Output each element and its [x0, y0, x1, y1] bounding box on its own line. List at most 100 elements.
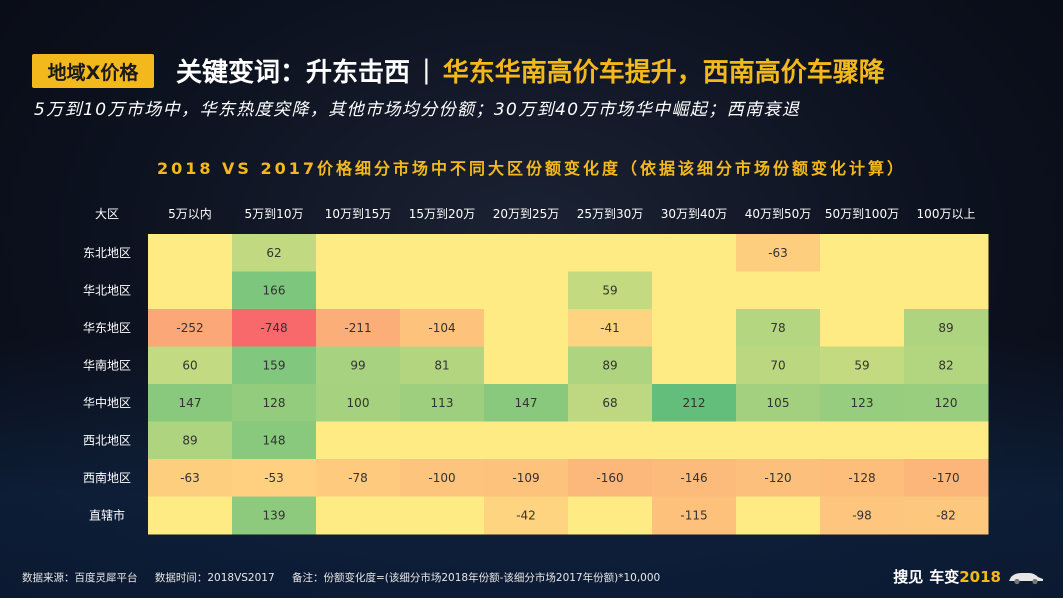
heatmap-cell [484, 234, 569, 272]
brand-logo: 搜见 车变 2018 [893, 566, 1045, 587]
heatmap-cell [148, 234, 233, 272]
cell-value-label: -252 [176, 321, 203, 335]
heatmap-cell [736, 496, 821, 535]
heatmap-cell [316, 421, 401, 460]
heatmap-cell [232, 496, 317, 535]
summary-text: 5万到10万市场中，华东热度突降，其他市场均分份额；30万到40万市场华中崛起；… [34, 100, 801, 120]
cell-value-label: 105 [767, 396, 790, 410]
cell-value-label: 78 [770, 321, 785, 335]
heatmap-cell [400, 384, 485, 422]
row-label: 西南地区 [83, 470, 131, 485]
cell-value-label: 113 [431, 396, 454, 410]
heatmap-cell [484, 309, 569, 347]
heatmap-cell [736, 309, 821, 347]
row-label: 华东地区 [83, 321, 131, 335]
heatmap-cell [652, 309, 737, 347]
heatmap-cell [484, 459, 569, 497]
heatmap-cell [736, 271, 821, 310]
heatmap-cell [736, 346, 821, 385]
heatmap-cell [652, 496, 737, 535]
heatmap-cell [904, 234, 989, 272]
heatmap-cell [904, 421, 989, 460]
heatmap-cell [820, 459, 905, 497]
heatmap-cell [400, 421, 485, 460]
cell-value-label: 60 [182, 358, 197, 372]
heatmap-cell [736, 384, 821, 422]
heatmap-cell [904, 496, 989, 535]
heatmap-cell [232, 459, 317, 497]
heatmap-cell [400, 459, 485, 497]
cell-value-label: -109 [512, 471, 539, 485]
heatmap-cell [568, 309, 653, 347]
heatmap-cell [652, 459, 737, 497]
heatmap-cell [316, 346, 401, 385]
row-label: 东北地区 [83, 246, 131, 260]
cell-value-label: 89 [182, 433, 197, 447]
heatmap-cell [904, 346, 989, 385]
heatmap-cell [400, 496, 485, 535]
cell-value-label: -748 [260, 321, 287, 335]
heatmap-cell [316, 459, 401, 497]
cell-value-label: 120 [935, 396, 958, 410]
column-header: 25万到30万 [577, 207, 644, 221]
heatmap-cell [484, 496, 569, 535]
heatmap-cell [148, 421, 233, 460]
column-header: 5万到10万 [245, 207, 304, 221]
heatmap-cell [568, 384, 653, 422]
heatmap-cell [568, 234, 653, 272]
row-label: 直辖市 [89, 507, 125, 522]
headline-keyword: 关键变词：升东击西 [176, 57, 411, 88]
column-header: 15万到20万 [409, 207, 476, 221]
cell-value-label: 89 [938, 321, 953, 335]
footer-source: 数据来源：百度灵犀平台 [22, 572, 138, 584]
heatmap-cell [736, 234, 821, 272]
cell-value-label: -146 [680, 471, 707, 485]
row-label: 华中地区 [83, 395, 131, 410]
heatmap-cell [652, 384, 737, 422]
corner-label: 大区 [95, 207, 119, 221]
heatmap-cell [820, 309, 905, 347]
heatmap-cell [736, 459, 821, 497]
cell-value-label: -128 [848, 471, 875, 485]
heatmap-cell [316, 234, 401, 272]
heatmap-cell [568, 421, 653, 460]
heatmap-cell [652, 234, 737, 272]
column-header: 20万到25万 [493, 207, 560, 221]
column-header: 30万到40万 [661, 207, 728, 221]
cell-value-label: 81 [434, 358, 449, 372]
heatmap-cell [148, 309, 233, 347]
cell-value-label: 62 [266, 246, 281, 260]
heatmap-cell [232, 346, 317, 385]
heatmap-cell [904, 459, 989, 497]
heatmap-cell [904, 309, 989, 347]
heatmap-cell [652, 421, 737, 460]
cell-value-label: 123 [851, 396, 874, 410]
cell-value-label: 68 [602, 396, 617, 410]
heatmap-chart: 大区 5万以内 5万到10万 10万到15万 15万到20万 20万到25万 25万到30万… [83, 207, 989, 535]
heatmap-cell [820, 346, 905, 385]
cell-value-label: -78 [348, 471, 368, 485]
cell-value-label: -160 [596, 471, 623, 485]
cell-value-label: -42 [516, 508, 536, 522]
cell-value-label: 59 [602, 283, 617, 297]
cell-value-label: 82 [938, 358, 953, 372]
cell-value-label: -98 [852, 508, 872, 522]
heatmap-cell [148, 496, 233, 535]
heatmap-cell [232, 384, 317, 422]
cell-value-label: -53 [264, 471, 284, 485]
heatmap-cell [148, 459, 233, 497]
heatmap-cell [148, 271, 233, 310]
cell-value-label: -63 [768, 246, 788, 260]
row-label: 华北地区 [83, 283, 131, 297]
cell-value-label: -63 [180, 471, 200, 485]
heatmap-cell [820, 271, 905, 310]
heatmap-cell [484, 384, 569, 422]
heatmap-cell [652, 346, 737, 385]
heatmap-cell [232, 234, 317, 272]
cell-value-label: 99 [350, 358, 365, 372]
heatmap-cell [316, 496, 401, 535]
cell-value-label: 166 [263, 283, 286, 297]
cell-value-label: -104 [428, 321, 455, 335]
cell-value-label: 212 [683, 396, 706, 410]
brand-part1: 搜见 [893, 568, 924, 586]
